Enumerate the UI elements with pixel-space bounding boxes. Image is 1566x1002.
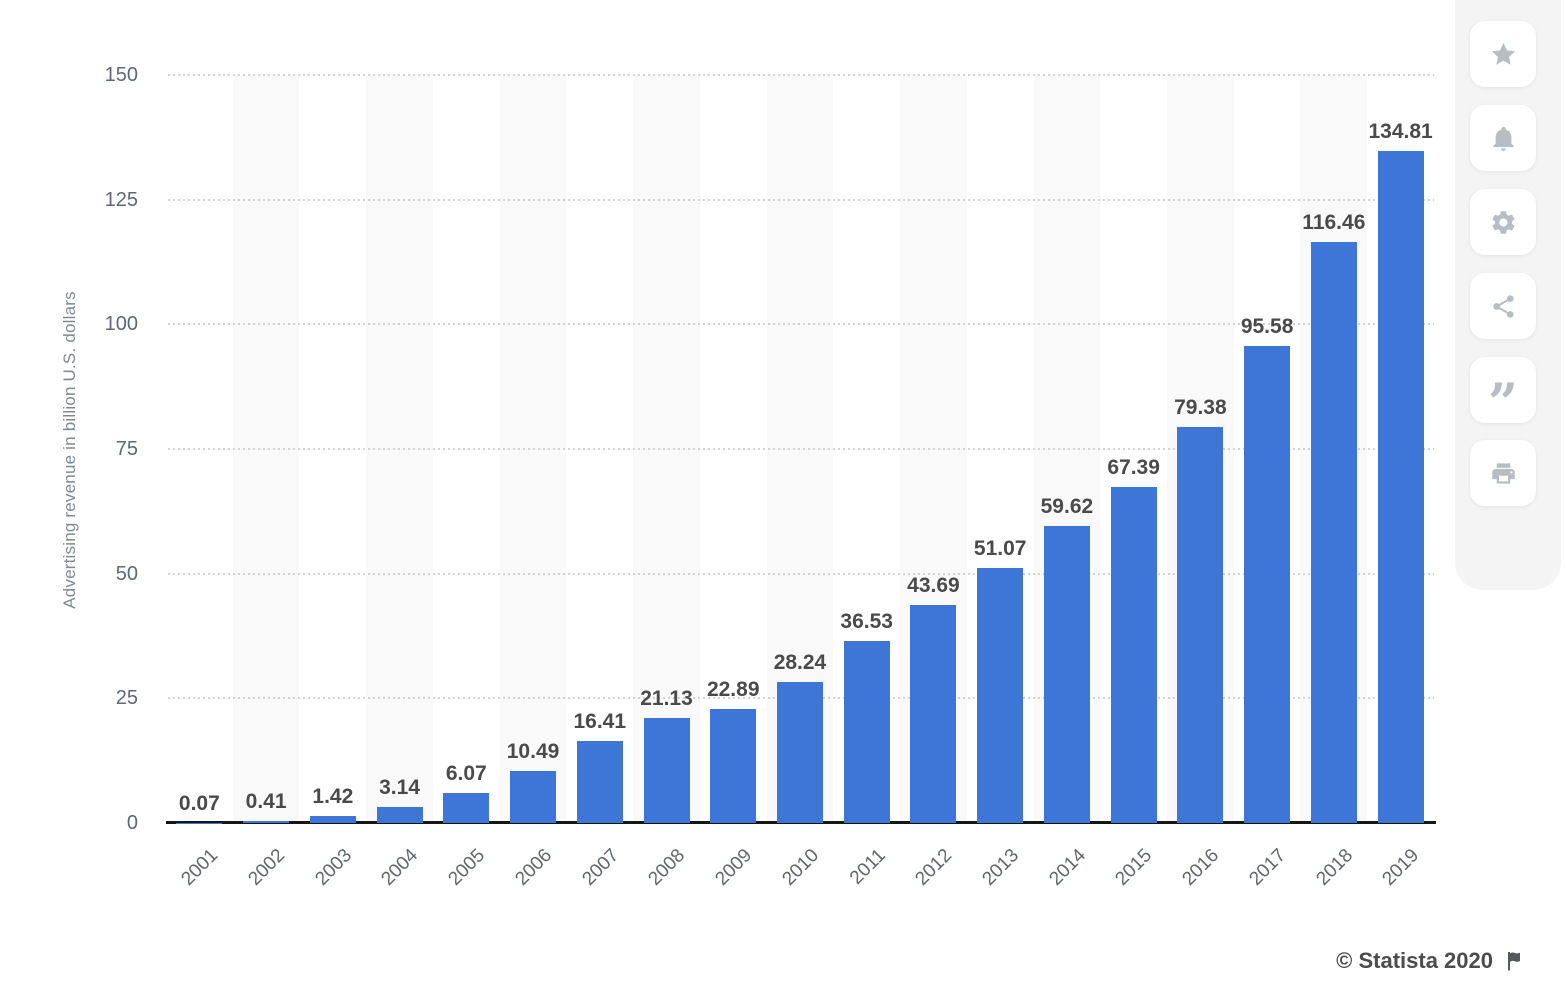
x-tick-label: 2002	[244, 845, 289, 890]
x-tick-label: 2015	[1111, 845, 1157, 890]
chart-column: 1.42 2003	[299, 75, 366, 890]
bar-2017[interactable]	[1244, 346, 1291, 823]
x-tick-label: 2013	[978, 845, 1024, 890]
x-tick-label: 2010	[778, 845, 823, 890]
bar-2002[interactable]	[243, 820, 290, 823]
credit-text: © Statista 2020	[1336, 948, 1493, 973]
share-icon	[1492, 294, 1514, 318]
flag-icon	[1508, 952, 1520, 971]
chart-column: 43.69 2012	[900, 75, 967, 890]
bar-value-label: 79.38	[1174, 396, 1227, 420]
bar-2003[interactable]	[309, 815, 356, 823]
plot-area: 0.07 2001 0.41 2002 1.42 2003 3.14 2004 6.07 2005…	[166, 74, 1434, 890]
x-tick-label: 2012	[911, 845, 957, 890]
chart-column: 0.07 2001	[166, 75, 233, 890]
chart-column: 116.46 2018	[1300, 75, 1367, 889]
star-icon	[1491, 42, 1515, 65]
gear-icon	[1491, 210, 1514, 234]
bar-2012[interactable]	[910, 605, 957, 823]
bar-value-label: 1.42	[312, 784, 354, 808]
bar-2007[interactable]	[576, 741, 623, 823]
bar-2014[interactable]	[1043, 525, 1090, 823]
bar-2008[interactable]	[643, 717, 690, 823]
y-tick-label: 125	[104, 188, 138, 211]
x-tick-label: 2019	[1378, 845, 1424, 890]
chart-column: 95.58 2017	[1234, 75, 1301, 889]
y-tick-label: 150	[104, 64, 138, 86]
bar-value-label: 36.53	[840, 609, 893, 633]
bar-2019[interactable]	[1377, 150, 1424, 823]
x-tick-label: 2005	[444, 845, 490, 890]
settings-button[interactable]	[1470, 189, 1536, 255]
chart-column: 51.07 2013	[967, 75, 1034, 889]
bar-value-label: 51.07	[973, 537, 1027, 561]
x-tick-label: 2014	[1045, 845, 1090, 890]
chart-column: 79.38 2016	[1167, 75, 1234, 890]
bar-2005[interactable]	[443, 792, 490, 823]
chart-column: 28.24 2010	[767, 75, 834, 890]
bar-2013[interactable]	[977, 568, 1024, 823]
bar-value-label: 59.62	[1040, 494, 1094, 518]
bell-icon	[1492, 126, 1514, 151]
chart-column: 0.41 2002	[233, 75, 300, 890]
chart-column: 16.41 2007	[566, 75, 633, 890]
x-tick-label: 2009	[711, 845, 757, 890]
bar-value-label: 10.49	[506, 739, 560, 763]
bar-2006[interactable]	[510, 770, 557, 823]
chart-column: 67.39 2015	[1100, 75, 1167, 890]
x-tick-label: 2003	[310, 845, 356, 890]
y-tick-label: 50	[115, 562, 138, 585]
bar-value-label: 0.41	[245, 789, 287, 813]
bar-value-label: 22.89	[706, 677, 760, 701]
favorite-button[interactable]	[1470, 21, 1536, 87]
bar-2015[interactable]	[1110, 486, 1157, 823]
bar-value-label: 67.39	[1107, 455, 1160, 479]
x-tick-label: 2016	[1178, 845, 1224, 890]
y-tick-label: 0	[126, 812, 138, 834]
x-tick-label: 2011	[845, 845, 890, 889]
x-tick-label: 2018	[1311, 845, 1357, 890]
x-tick-label: 2007	[577, 845, 623, 890]
bar-value-label: 6.07	[445, 761, 487, 785]
bar-2016[interactable]	[1177, 427, 1224, 823]
source-credit: © Statista 2020	[1336, 948, 1527, 974]
bar-value-label: 43.69	[907, 574, 960, 598]
bar-columns: 0.07 2001 0.41 2002 1.42 2003 3.14 2004 6.07 2005…	[166, 75, 1434, 890]
chart-column: 21.13 2008	[633, 75, 700, 890]
cite-button[interactable]: ”	[1470, 357, 1536, 430]
chart-column: 134.81 2019	[1367, 75, 1434, 890]
notifications-button[interactable]	[1470, 105, 1536, 171]
bar-value-label: 134.81	[1368, 119, 1433, 143]
x-tick-label: 2008	[644, 845, 690, 890]
bar-2009[interactable]	[710, 708, 757, 823]
chart-column: 3.14 2004	[366, 75, 433, 890]
chart-column: 10.49 2006	[500, 75, 567, 890]
bar-2010[interactable]	[776, 682, 823, 823]
bar-value-label: 16.41	[573, 710, 627, 734]
print-button[interactable]	[1470, 440, 1536, 506]
chart-column: 6.07 2005	[433, 75, 500, 890]
x-tick-label: 2017	[1245, 845, 1290, 890]
chart-column: 59.62 2014	[1034, 75, 1101, 890]
x-tick-label: 2004	[377, 845, 423, 890]
bar-2018[interactable]	[1310, 242, 1357, 823]
y-tick-label: 75	[115, 438, 138, 460]
x-tick-label: 2006	[511, 845, 556, 890]
y-tick-label: 100	[104, 313, 138, 336]
bar-value-label: 21.13	[640, 686, 693, 710]
chart-column: 22.89 2009	[700, 75, 767, 890]
x-tick-label: 2001	[177, 845, 223, 890]
chart-column: 36.53 2011	[833, 75, 900, 889]
bar-value-label: 28.24	[773, 651, 827, 675]
print-icon	[1491, 462, 1515, 484]
share-button[interactable]	[1470, 273, 1536, 339]
bar-value-label: 0.07	[178, 791, 220, 815]
bar-2011[interactable]	[843, 640, 890, 823]
y-tick-label: 25	[115, 687, 138, 710]
bar-2004[interactable]	[376, 807, 423, 823]
bar-value-label: 95.58	[1240, 315, 1294, 339]
bar-value-label: 116.46	[1302, 211, 1366, 235]
bar-value-label: 3.14	[379, 776, 420, 800]
